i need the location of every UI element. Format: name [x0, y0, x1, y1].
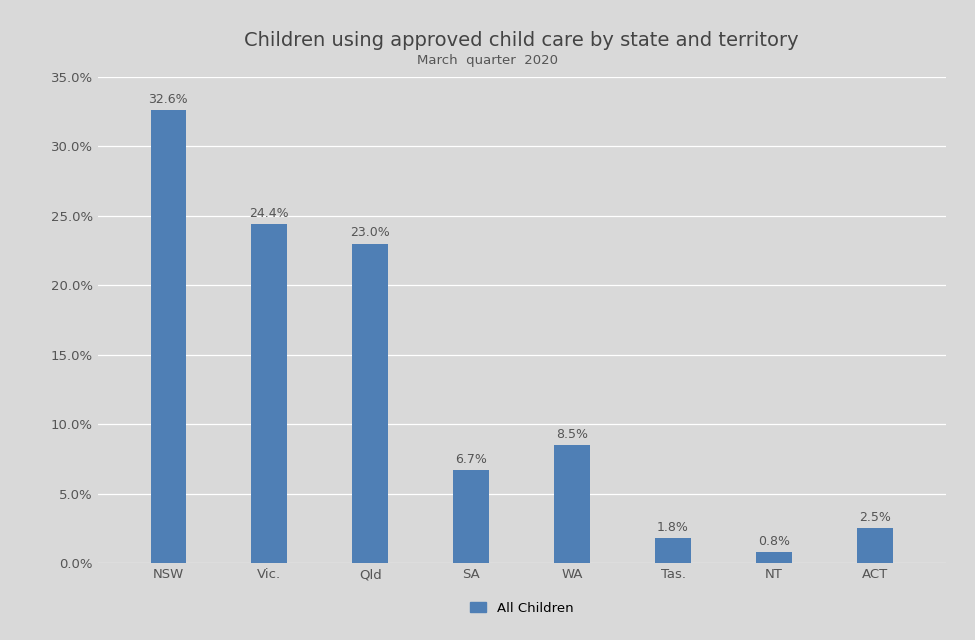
Text: 32.6%: 32.6% — [148, 93, 188, 106]
Text: 2.5%: 2.5% — [859, 511, 891, 524]
Text: March  quarter  2020: March quarter 2020 — [417, 54, 558, 67]
Text: 8.5%: 8.5% — [556, 428, 588, 441]
Text: 6.7%: 6.7% — [455, 453, 488, 466]
Legend: All Children: All Children — [465, 596, 578, 620]
Title: Children using approved child care by state and territory: Children using approved child care by st… — [245, 31, 799, 51]
Bar — [353, 244, 388, 563]
Text: 23.0%: 23.0% — [350, 227, 390, 239]
Text: 0.8%: 0.8% — [759, 535, 790, 548]
Bar — [857, 529, 893, 563]
Bar — [453, 470, 488, 563]
Bar — [757, 552, 792, 563]
Bar — [655, 538, 690, 563]
Text: 24.4%: 24.4% — [250, 207, 289, 220]
Bar — [555, 445, 590, 563]
Bar — [150, 110, 186, 563]
Text: 1.8%: 1.8% — [657, 521, 689, 534]
Bar — [252, 224, 287, 563]
